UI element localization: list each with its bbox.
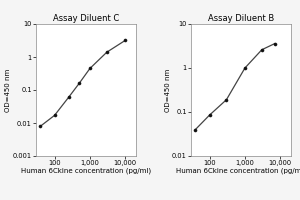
Y-axis label: OD=450 nm: OD=450 nm bbox=[165, 68, 171, 112]
X-axis label: Human 6Ckine concentration (pg/ml): Human 6Ckine concentration (pg/ml) bbox=[21, 168, 151, 174]
Y-axis label: OD=450 nm: OD=450 nm bbox=[5, 68, 11, 112]
X-axis label: Human 6Ckine concentration (pg/ml): Human 6Ckine concentration (pg/ml) bbox=[176, 168, 300, 174]
Title: Assay Diluent C: Assay Diluent C bbox=[53, 14, 119, 23]
Title: Assay Diluent B: Assay Diluent B bbox=[208, 14, 274, 23]
